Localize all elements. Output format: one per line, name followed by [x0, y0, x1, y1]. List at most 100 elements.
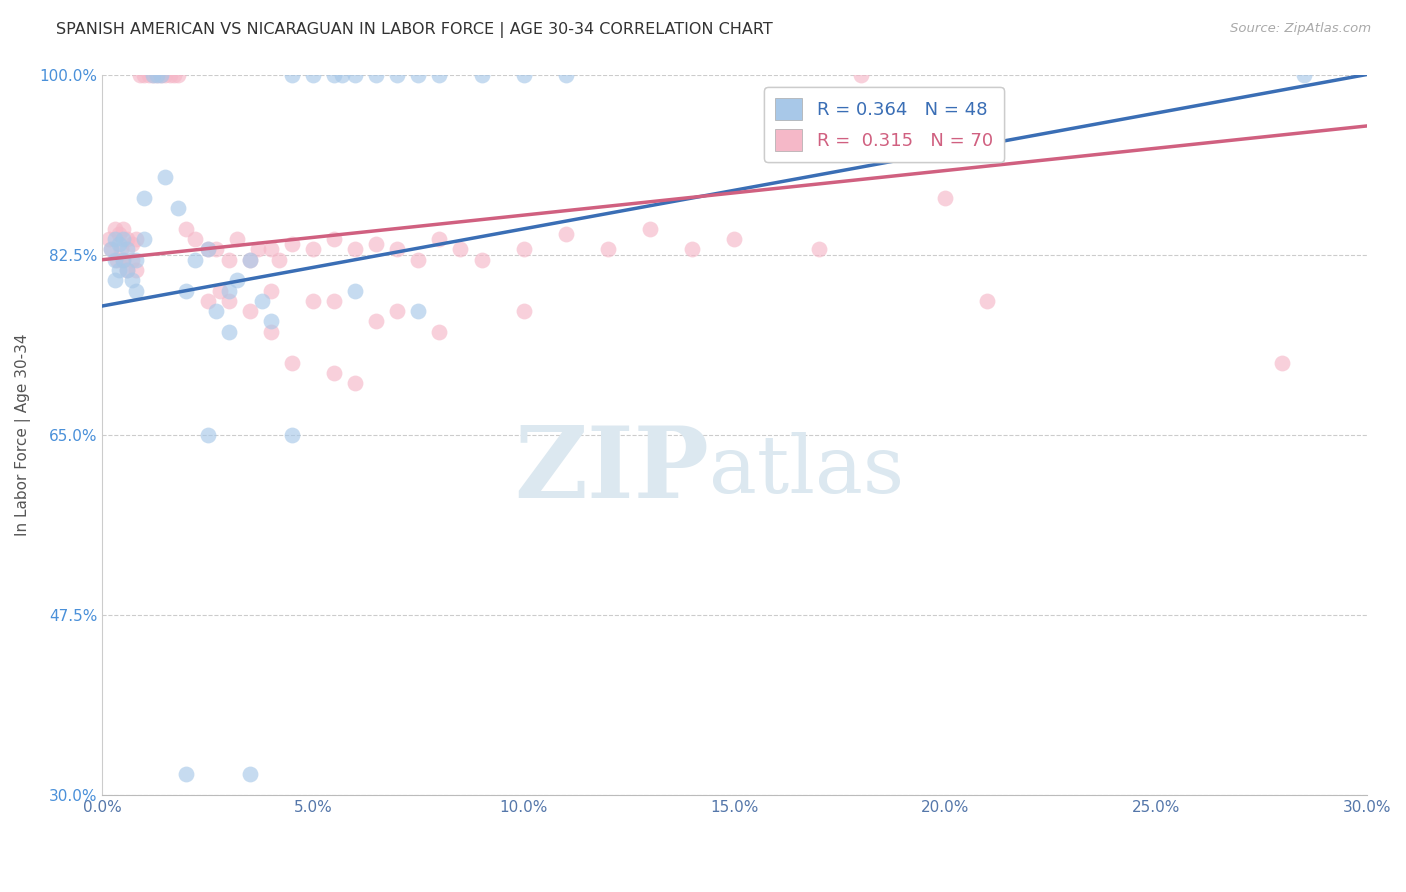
Point — [281, 355, 304, 369]
Point — [408, 252, 430, 267]
Point — [142, 68, 165, 82]
Point — [176, 767, 198, 781]
Point — [512, 68, 534, 82]
Point — [638, 222, 661, 236]
Point — [121, 252, 143, 267]
Point — [260, 243, 283, 257]
Point — [117, 263, 139, 277]
Point — [681, 243, 703, 257]
Point — [134, 68, 156, 82]
Point — [112, 252, 135, 267]
Point — [205, 304, 228, 318]
Point — [323, 293, 346, 308]
Point — [104, 232, 127, 246]
Point — [408, 68, 430, 82]
Point — [184, 252, 207, 267]
Point — [281, 237, 304, 252]
Point — [332, 68, 354, 82]
Legend: R = 0.364   N = 48, R =  0.315   N = 70: R = 0.364 N = 48, R = 0.315 N = 70 — [765, 87, 1004, 162]
Point — [100, 243, 122, 257]
Point — [150, 68, 173, 82]
Point — [471, 252, 494, 267]
Point — [155, 68, 177, 82]
Point — [387, 243, 409, 257]
Point — [155, 170, 177, 185]
Point — [429, 325, 451, 339]
Point — [218, 252, 240, 267]
Point — [554, 227, 576, 241]
Point — [226, 232, 249, 246]
Point — [197, 293, 219, 308]
Point — [108, 237, 131, 252]
Point — [167, 68, 190, 82]
Point — [1271, 355, 1294, 369]
Point — [104, 252, 127, 267]
Point — [323, 366, 346, 380]
Point — [471, 68, 494, 82]
Point — [596, 243, 619, 257]
Point — [252, 293, 274, 308]
Text: atlas: atlas — [709, 432, 904, 509]
Point — [159, 68, 181, 82]
Point — [934, 191, 956, 205]
Point — [302, 243, 325, 257]
Point — [302, 68, 325, 82]
Point — [121, 237, 143, 252]
Point — [125, 263, 148, 277]
Point — [117, 263, 139, 277]
Point — [281, 427, 304, 442]
Point — [429, 232, 451, 246]
Point — [110, 243, 132, 257]
Point — [429, 68, 451, 82]
Point — [100, 243, 122, 257]
Point — [117, 243, 139, 257]
Point — [512, 243, 534, 257]
Point — [197, 243, 219, 257]
Point — [97, 232, 120, 246]
Y-axis label: In Labor Force | Age 30-34: In Labor Force | Age 30-34 — [15, 334, 31, 536]
Text: Source: ZipAtlas.com: Source: ZipAtlas.com — [1230, 22, 1371, 36]
Point — [167, 201, 190, 215]
Point — [260, 284, 283, 298]
Point — [112, 252, 135, 267]
Point — [129, 68, 152, 82]
Point — [176, 222, 198, 236]
Point — [554, 68, 576, 82]
Point — [218, 325, 240, 339]
Point — [125, 284, 148, 298]
Point — [226, 273, 249, 287]
Point — [138, 68, 160, 82]
Point — [105, 252, 128, 267]
Point — [146, 68, 169, 82]
Point — [366, 314, 388, 328]
Point — [239, 252, 262, 267]
Point — [121, 273, 143, 287]
Point — [197, 427, 219, 442]
Point — [387, 68, 409, 82]
Text: SPANISH AMERICAN VS NICARAGUAN IN LABOR FORCE | AGE 30-34 CORRELATION CHART: SPANISH AMERICAN VS NICARAGUAN IN LABOR … — [56, 22, 773, 38]
Point — [260, 314, 283, 328]
Point — [302, 293, 325, 308]
Point — [239, 767, 262, 781]
Point — [108, 263, 131, 277]
Point — [247, 243, 270, 257]
Point — [323, 68, 346, 82]
Point — [117, 232, 139, 246]
Point — [218, 284, 240, 298]
Point — [512, 304, 534, 318]
Point — [323, 232, 346, 246]
Point — [112, 222, 135, 236]
Point — [344, 68, 367, 82]
Point — [269, 252, 291, 267]
Point — [112, 232, 135, 246]
Point — [387, 304, 409, 318]
Point — [408, 304, 430, 318]
Point — [366, 237, 388, 252]
Point — [125, 232, 148, 246]
Point — [723, 232, 745, 246]
Point — [197, 243, 219, 257]
Point — [104, 222, 127, 236]
Point — [344, 243, 367, 257]
Point — [142, 68, 165, 82]
Point — [450, 243, 472, 257]
